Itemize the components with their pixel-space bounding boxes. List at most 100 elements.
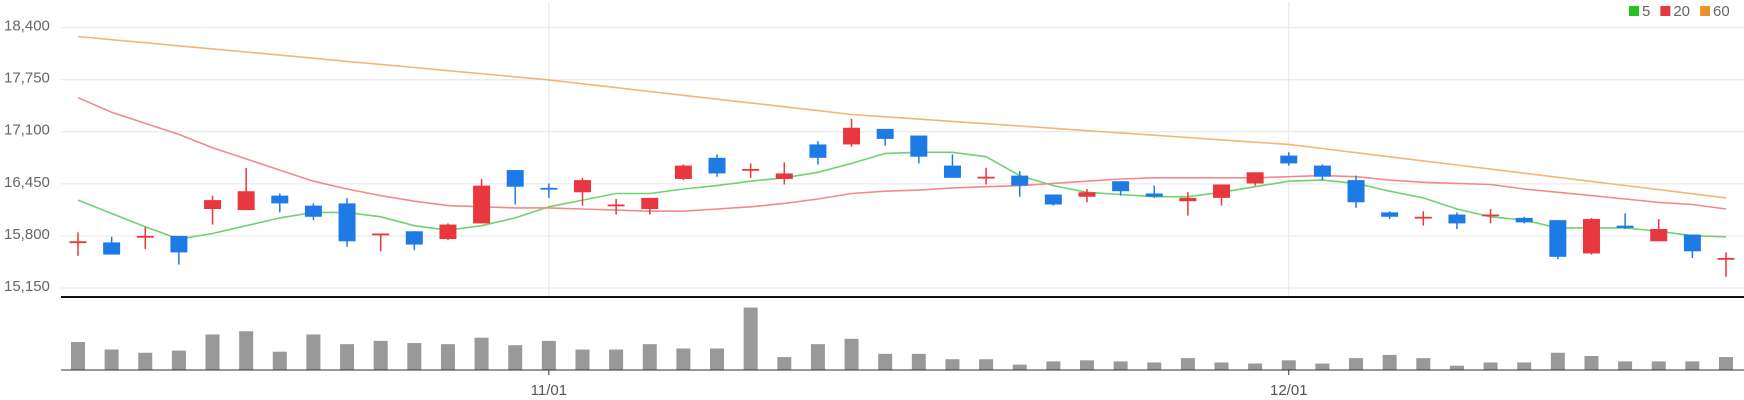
legend-label: 60 — [1713, 3, 1730, 20]
candle-body — [1515, 217, 1533, 223]
candle-body — [775, 173, 793, 179]
candle-body — [809, 144, 827, 158]
candle-body — [708, 157, 726, 174]
candle-body — [607, 204, 625, 207]
volume-bar — [1719, 357, 1733, 370]
volume-bar — [1180, 358, 1195, 370]
volume-bar — [676, 348, 691, 370]
candle-body — [473, 185, 491, 224]
volume-bar — [474, 337, 489, 370]
candle-body — [1145, 193, 1163, 197]
candle-body — [439, 224, 457, 240]
candle-body — [103, 242, 121, 255]
volume-bar — [1550, 352, 1565, 370]
volume-bar — [1382, 354, 1397, 370]
candle-body — [372, 233, 390, 236]
candle-body — [204, 200, 222, 210]
candle-body — [977, 176, 995, 179]
candle-body — [573, 180, 591, 193]
x-tick-label: 11/01 — [531, 382, 567, 399]
volume-bar — [239, 331, 254, 370]
candle-body — [338, 203, 356, 242]
candle-body — [136, 235, 154, 238]
candle-body — [843, 127, 861, 145]
volume-bar — [306, 334, 321, 370]
candle-body — [1179, 197, 1197, 202]
candle-body — [641, 197, 659, 210]
candle-body — [876, 128, 894, 139]
candle-body — [405, 231, 423, 245]
volume-bar — [71, 342, 85, 370]
volume-bar — [1349, 358, 1364, 370]
legend-swatch — [1660, 6, 1671, 16]
volume-bar — [1046, 361, 1061, 370]
candle-body — [271, 195, 289, 204]
volume-bar — [508, 345, 523, 370]
candle-body — [1650, 229, 1668, 242]
volume-bar — [609, 349, 624, 370]
volume-bar — [642, 344, 657, 370]
candle-body — [943, 165, 961, 178]
y-tick-label: 17,100 — [4, 122, 50, 139]
candle-body — [1683, 234, 1701, 252]
candle-body — [674, 165, 692, 179]
volume-bar — [440, 344, 455, 370]
volume-bar — [1651, 361, 1666, 370]
candle-body — [1549, 220, 1567, 257]
candle-body — [1313, 165, 1331, 177]
candle-body — [1044, 194, 1062, 205]
volume-bar — [911, 353, 926, 370]
candle-body — [910, 135, 928, 157]
candle-body — [1280, 155, 1298, 164]
volume-bar — [575, 349, 590, 370]
candle-body — [304, 205, 322, 217]
candle-body — [237, 191, 255, 211]
volume-bar — [1517, 362, 1532, 370]
candle-body — [1717, 257, 1735, 260]
volume-bar — [138, 352, 153, 370]
volume-bar — [1248, 363, 1263, 370]
candle-body — [1078, 192, 1096, 197]
legend-swatch — [1700, 6, 1711, 16]
volume-bar — [810, 344, 825, 370]
candle-body — [1414, 216, 1432, 219]
y-tick-label: 15,800 — [4, 226, 50, 243]
candle-body — [1112, 181, 1130, 192]
candle-body — [1213, 184, 1231, 198]
volume-bar — [1315, 363, 1330, 370]
legend-swatch — [1629, 6, 1639, 16]
volume-bar — [1584, 356, 1599, 370]
ma-line — [77, 96, 1727, 212]
candle-body — [1582, 219, 1600, 254]
volume-bar — [104, 349, 119, 370]
volume-bar — [1618, 361, 1633, 370]
ma-line — [77, 35, 1727, 199]
volume-bar — [373, 340, 388, 370]
volume-bar — [407, 343, 422, 370]
candle-body — [1381, 212, 1399, 217]
candle-body — [1347, 180, 1365, 203]
candle-body — [742, 168, 760, 171]
legend-label: 5 — [1642, 3, 1650, 20]
candle-body — [170, 235, 188, 253]
volume-bar — [1685, 361, 1700, 370]
volume-bar — [541, 340, 556, 370]
legend-label: 20 — [1673, 3, 1690, 20]
volume-bar — [340, 344, 355, 370]
candle-body — [540, 187, 558, 190]
volume-bar — [1079, 360, 1094, 370]
volume-bar — [945, 359, 960, 370]
candle-body — [1011, 175, 1029, 186]
volume-bar — [1416, 358, 1431, 370]
candle-body — [1448, 214, 1466, 224]
y-tick-label: 15,150 — [4, 278, 50, 295]
candle-body — [1482, 214, 1500, 217]
volume-bar — [710, 348, 725, 370]
volume-bar — [777, 357, 792, 370]
volume-bar — [844, 338, 859, 370]
volume-bar — [1012, 364, 1027, 370]
candle-body — [506, 170, 524, 187]
candle-body — [69, 241, 87, 244]
y-tick-label: 17,750 — [4, 70, 50, 87]
